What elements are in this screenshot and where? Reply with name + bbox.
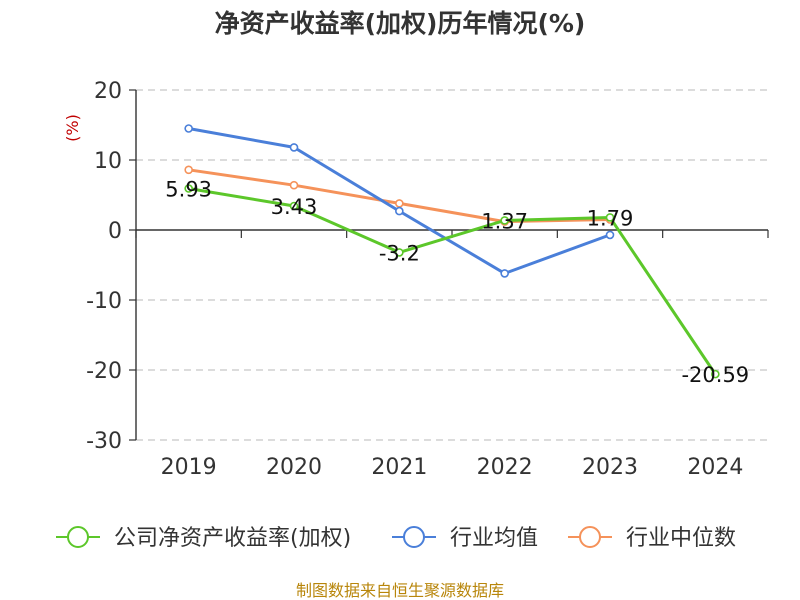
data-point	[395, 206, 404, 216]
y-axis-label: (%)	[63, 114, 82, 142]
data-label: 1.37	[481, 209, 528, 233]
x-tick-label: 2019	[161, 455, 217, 480]
data-point	[500, 216, 509, 225]
data-labels: 5.93 3.43 -3.2 1.37 1.79 -20.59	[165, 177, 749, 387]
data-point	[395, 199, 404, 208]
legend[interactable]: 公司净资产收益率(加权) 行业均值 行业中位数	[56, 526, 736, 551]
data-point	[395, 248, 404, 257]
data-label: 5.93	[165, 177, 212, 201]
chart-title: 净资产收益率(加权)历年情况(%)	[215, 9, 586, 38]
legend-item[interactable]: 行业均值	[392, 526, 538, 551]
axes: 20 10 0 -10 -20 -30 2019 2020 2021 2022 2023 2024	[86, 79, 769, 480]
data-point	[289, 143, 299, 152]
grid-lines	[136, 89, 768, 441]
x-tick-label: 2021	[371, 455, 427, 480]
y-tick-label: 10	[94, 149, 122, 174]
legend-marker	[403, 526, 425, 548]
x-tick-label: 2020	[266, 455, 322, 480]
x-tick-label: 2022	[477, 455, 533, 480]
source-note: 制图数据来自恒生聚源数据库	[296, 581, 504, 600]
data-point	[605, 230, 615, 240]
data-point	[184, 124, 193, 133]
y-tick-label: -20	[86, 359, 122, 384]
x-tick-label: 2023	[582, 455, 638, 480]
series-group	[184, 124, 720, 379]
legend-label: 行业均值	[450, 526, 538, 551]
data-point	[184, 165, 193, 175]
legend-item[interactable]: 行业中位数	[568, 526, 736, 551]
y-tick-label: 0	[108, 219, 122, 244]
data-point	[289, 201, 299, 211]
x-tick-label: 2024	[687, 455, 743, 480]
legend-label: 公司净资产收益率(加权)	[114, 526, 351, 551]
data-point	[711, 369, 720, 379]
data-label: -20.59	[681, 363, 749, 387]
data-point	[605, 213, 615, 222]
legend-marker	[579, 526, 601, 548]
data-label: 1.79	[587, 206, 634, 230]
data-label: 3.43	[271, 195, 318, 219]
series-line	[188, 187, 717, 375]
legend-item[interactable]: 公司净资产收益率(加权)	[56, 526, 351, 551]
data-point	[500, 269, 509, 278]
data-point	[184, 184, 193, 193]
legend-label: 行业中位数	[626, 526, 736, 551]
y-tick-label: -30	[86, 429, 122, 454]
data-point	[289, 180, 299, 190]
y-tick-label: -10	[86, 289, 122, 314]
legend-marker	[67, 526, 89, 548]
data-label: -3.2	[379, 241, 420, 265]
y-tick-label: 20	[94, 79, 122, 104]
